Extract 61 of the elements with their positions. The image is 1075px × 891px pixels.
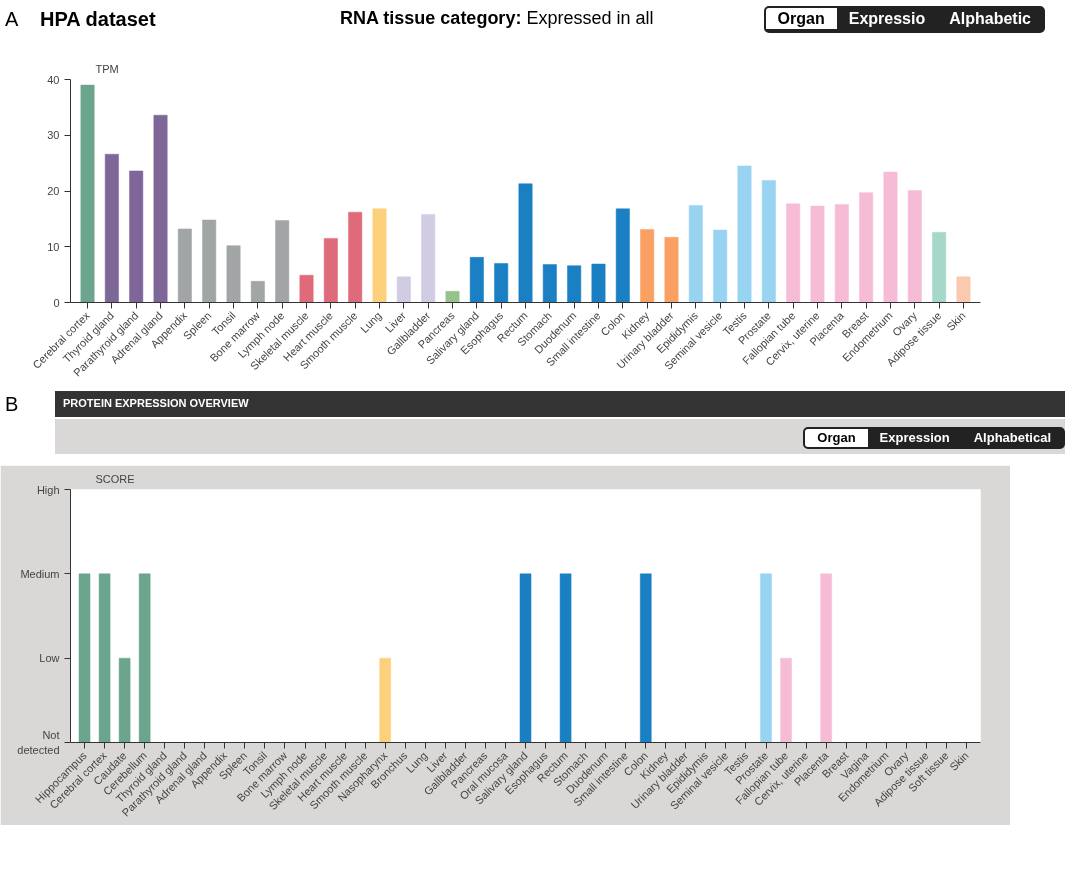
text: Medium (20, 567, 60, 580)
bar (372, 208, 387, 303)
x-tick-label: Skin (947, 749, 971, 773)
bar (761, 180, 776, 303)
bar (275, 220, 290, 303)
bar (883, 171, 898, 303)
bar (177, 228, 192, 303)
bar (469, 257, 484, 303)
bar (932, 232, 947, 303)
bar (713, 229, 728, 303)
y-tick-label: 40 (47, 73, 60, 86)
bar (907, 190, 922, 303)
bar (104, 153, 119, 303)
text: Alphabetical (961, 427, 1063, 447)
bar (567, 265, 582, 303)
bar (129, 170, 144, 303)
bar (226, 245, 241, 303)
chart-title: RNA tissue category: Expressed in all (340, 7, 655, 31)
text: Alphabetic (937, 7, 1043, 29)
bar (445, 291, 460, 303)
text: Organ (805, 427, 868, 447)
bar (640, 229, 655, 303)
bar (202, 219, 217, 303)
bar (421, 214, 436, 303)
bar (250, 281, 265, 303)
text: Expression (867, 427, 962, 447)
text: High (36, 483, 60, 496)
text: Organ (765, 7, 837, 29)
bar (591, 263, 606, 303)
bar (80, 84, 95, 303)
bar (786, 203, 801, 303)
bar (542, 264, 557, 303)
bar (810, 205, 825, 303)
bar (956, 276, 971, 303)
chart-title: PROTEIN EXPRESSION OVERVIEW (55, 391, 1065, 418)
y-tick-label: 20 (47, 185, 60, 197)
y-axis-title: TPM (95, 62, 119, 75)
text: Not detected (17, 729, 60, 756)
bar (859, 192, 874, 303)
bar (348, 211, 363, 303)
text: B (5, 392, 20, 417)
bar (323, 238, 338, 303)
y-tick-label: 30 (47, 129, 60, 142)
bar (396, 276, 411, 303)
bar (664, 237, 679, 303)
bar (737, 165, 752, 303)
x-tick-label: Skin (944, 309, 968, 333)
bar (688, 205, 703, 303)
bar (834, 204, 849, 303)
y-tick-label: 0 (53, 296, 60, 309)
text: Low (39, 652, 60, 665)
bar (615, 208, 630, 303)
text: Expressio (836, 7, 938, 29)
bar (153, 114, 168, 303)
y-tick-label: 10 (47, 240, 60, 253)
bar (494, 263, 509, 303)
bar (299, 274, 314, 303)
chart-subtitle: HPA dataset (40, 7, 157, 32)
text: A (5, 7, 20, 32)
bar (518, 183, 533, 303)
y-axis-title: SCORE (95, 472, 135, 485)
